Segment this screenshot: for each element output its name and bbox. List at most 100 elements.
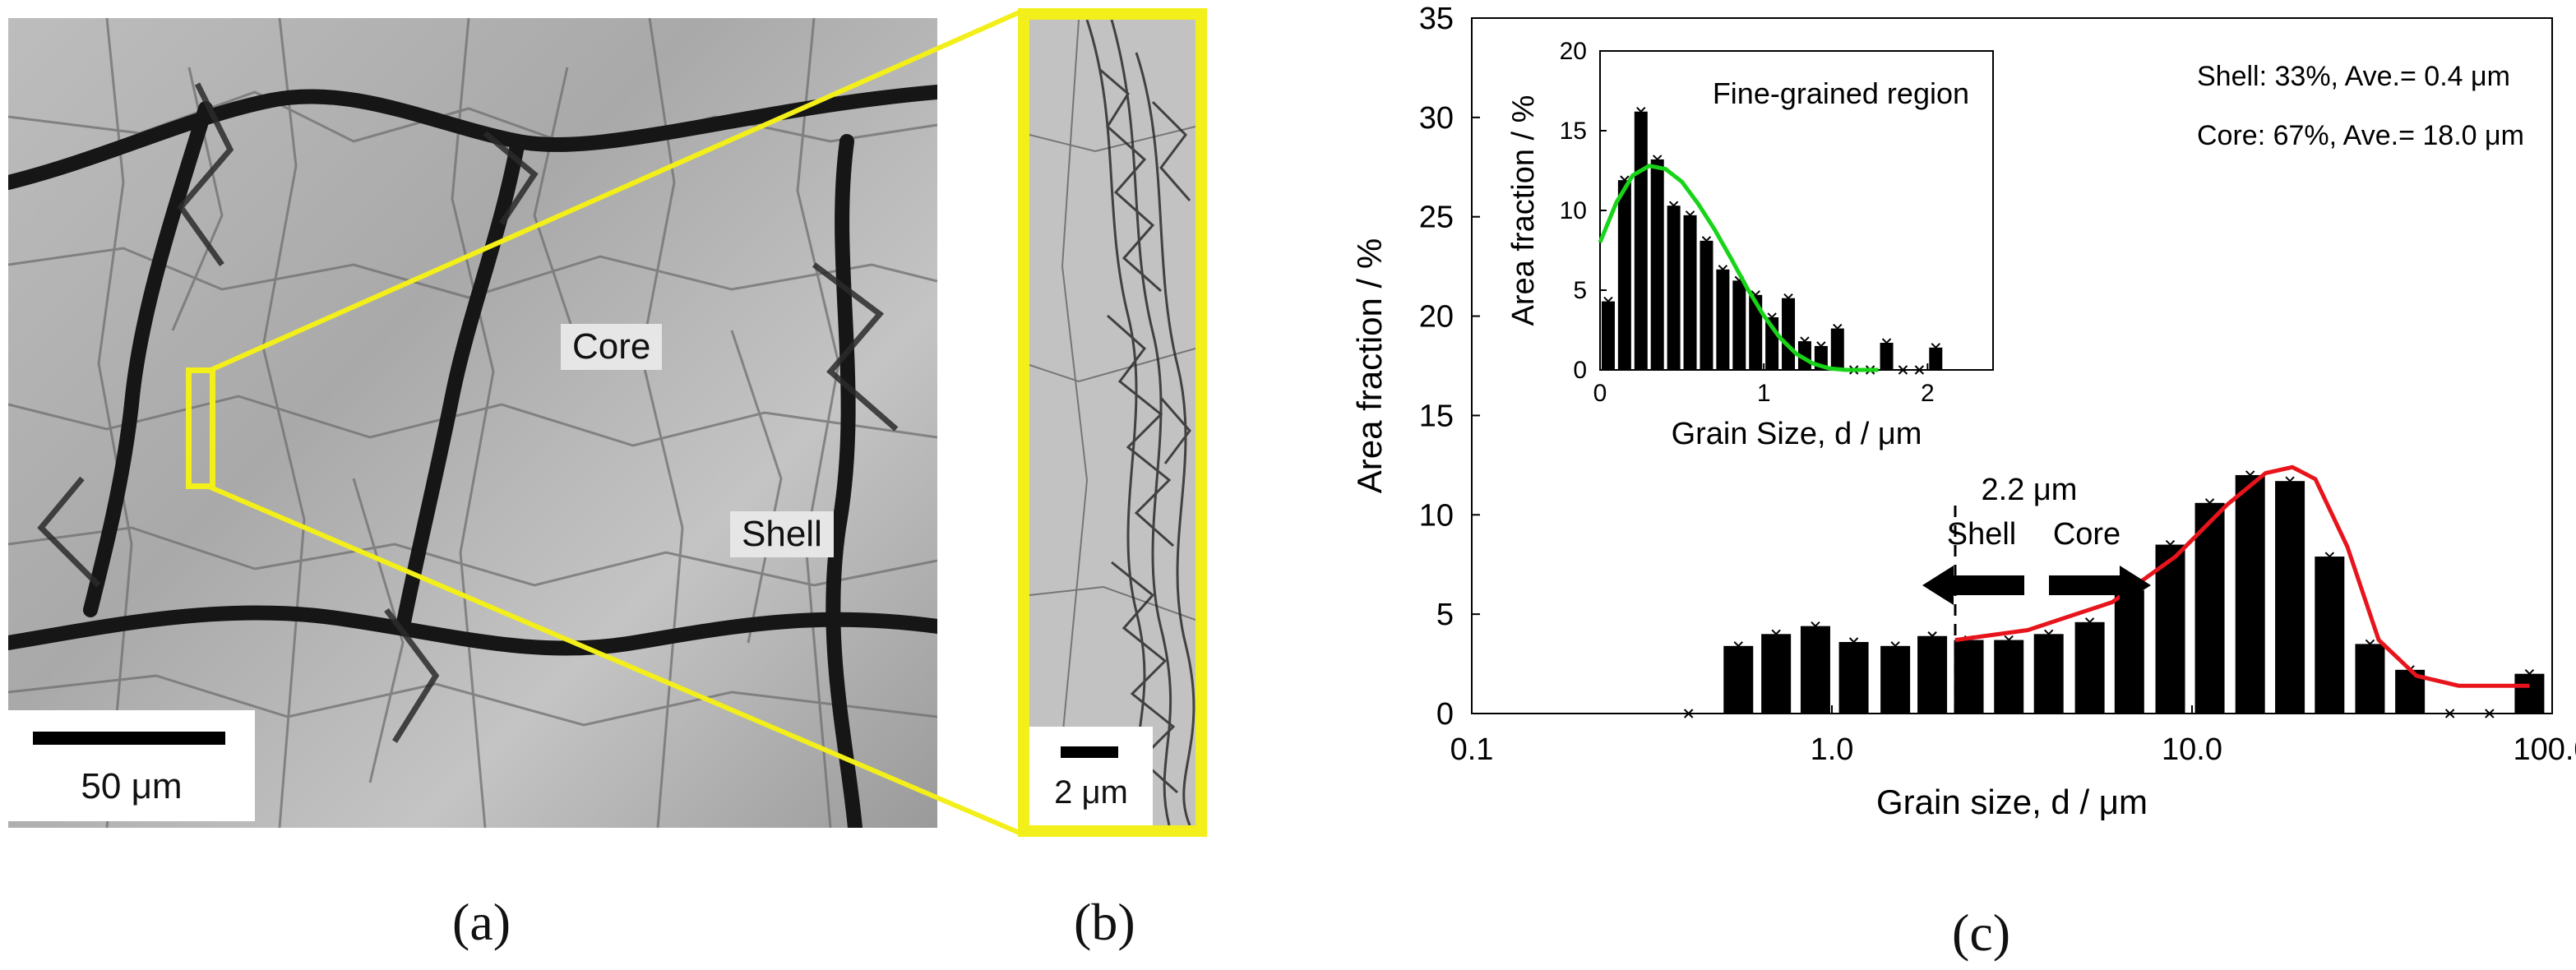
stats-shell: Shell: 33%, Ave.= 0.4 μm [2197, 61, 2510, 92]
inset-bar [1650, 159, 1664, 371]
main-data-marker [2204, 498, 2215, 508]
inset-x-axis-label: Grain Size, d / μm [1672, 417, 1922, 451]
main-data-marker [1683, 709, 1694, 718]
scale-bar-b: 2 μm [1029, 727, 1153, 825]
threshold-label: 2.2 μm [1982, 473, 2078, 507]
inset-x-tick-label: 1 [1757, 380, 1771, 407]
shell-label: Shell [730, 511, 834, 558]
main-data-marker [1771, 629, 1781, 640]
inset-fit-curve [1598, 164, 1879, 372]
panel-letter-b: (b) [1074, 893, 1135, 951]
main-data-marker [1733, 641, 1743, 651]
stats-core: Core: 67%, Ave.= 18.0 μm [2197, 120, 2524, 151]
main-x-axis-label: Grain size, d / μm [1876, 783, 2148, 821]
inset-data-marker [1653, 155, 1663, 164]
inset-bar [1683, 215, 1697, 370]
main-data-marker [1811, 621, 1820, 631]
inset-data-marker [1881, 338, 1892, 348]
main-bar [2355, 644, 2385, 714]
main-y-tick-label: 25 [1419, 201, 1454, 235]
main-y-tick-label: 35 [1419, 2, 1454, 36]
inset-data-marker [1701, 236, 1712, 246]
main-bar [2033, 634, 2064, 714]
main-data-marker [2165, 539, 2176, 550]
inset-bar [1782, 298, 1796, 370]
zoom-region-box [186, 367, 215, 489]
main-data-marker [1927, 631, 1937, 641]
inset-bar [1749, 294, 1763, 370]
inset-y-tick-label: 10 [1560, 197, 1587, 224]
main-data-marker [1848, 637, 1859, 647]
main-data-marker [1890, 641, 1900, 651]
main-bar [1994, 640, 2024, 714]
main-bar [1880, 645, 1911, 714]
inset-data-marker [1685, 210, 1695, 220]
main-y-tick-label: 0 [1436, 697, 1454, 732]
main-data-marker [2324, 552, 2335, 561]
shell-arrow-label: Shell [1947, 517, 2017, 552]
grain-boundaries-a [8, 18, 937, 828]
main-data-marker [2285, 476, 2295, 486]
inset-data-marker [1931, 343, 1940, 353]
inset-data-marker [1783, 293, 1793, 303]
main-y-tick-label: 30 [1419, 101, 1454, 136]
main-bar [2114, 590, 2144, 714]
micrograph-a: Core Shell 50 μm [8, 18, 937, 828]
main-bar [1917, 635, 1948, 714]
scale-bar-a: 50 μm [8, 710, 255, 821]
main-bar [1800, 626, 1830, 714]
main-bar [2235, 474, 2265, 714]
main-bar [1838, 641, 1869, 714]
main-data-marker [2365, 639, 2375, 649]
inset-bar [1732, 280, 1746, 370]
inset-bar [1716, 269, 1730, 370]
inset-data-marker [1668, 201, 1679, 210]
main-x-tick-label: 0.1 [1450, 732, 1494, 767]
main-bar [1954, 640, 1984, 714]
shell-arrow [1922, 566, 2024, 605]
inset-bar [1634, 111, 1648, 370]
inset-data-marker [1603, 296, 1613, 307]
main-data-marker [2444, 709, 2455, 718]
main-bar [2275, 481, 2305, 714]
main-y-tick-label: 5 [1436, 598, 1454, 632]
panel-letter-a: (a) [452, 893, 511, 951]
inset-bar [1880, 343, 1894, 370]
inset-y-tick-label: 20 [1560, 38, 1587, 65]
main-data-marker [2084, 617, 2095, 627]
inset-x-tick-label: 0 [1593, 380, 1607, 407]
main-y-tick-label: 10 [1419, 498, 1454, 533]
main-x-tick-label: 1.0 [1811, 732, 1854, 767]
fine-grain-texture [1029, 20, 1196, 825]
inset-data-marker [1636, 107, 1646, 117]
inset-bar [1617, 180, 1631, 370]
inset-title: Fine-grained region [1713, 76, 1969, 110]
inset-data-marker [1914, 365, 1925, 375]
core-label: Core [561, 324, 663, 371]
inset-data-marker [1718, 265, 1728, 275]
main-data-marker [2043, 629, 2054, 640]
main-y-axis-label: Area fraction / % [1350, 238, 1389, 493]
main-bar [2514, 673, 2545, 714]
scale-bar-label: 50 μm [81, 766, 183, 806]
inset-axis-ticks: 0 5 10 15 20 0 1 2 [1560, 38, 1935, 407]
panel-letter-c: (c) [1952, 903, 2011, 962]
inset-bar [1700, 240, 1713, 370]
main-data-marker [2004, 635, 2014, 645]
micrograph-b: 2 μm [1018, 8, 1207, 837]
inset-data-marker [1816, 341, 1826, 351]
main-data-marker [2524, 668, 2535, 679]
main-x-tick-label: 100.0 [2513, 732, 2576, 767]
scale-bar-label: 2 μm [1054, 774, 1128, 811]
main-bar [2074, 621, 2105, 714]
main-y-tick-label: 20 [1419, 300, 1454, 335]
inset-data-marker [1898, 365, 1908, 375]
core-arrow [2049, 566, 2151, 605]
inset-bar [1601, 301, 1615, 370]
main-data-marker [2485, 709, 2495, 718]
inset-bar [1830, 328, 1844, 370]
inset-y-tick-label: 5 [1573, 277, 1587, 304]
main-data-marker [2245, 470, 2255, 480]
